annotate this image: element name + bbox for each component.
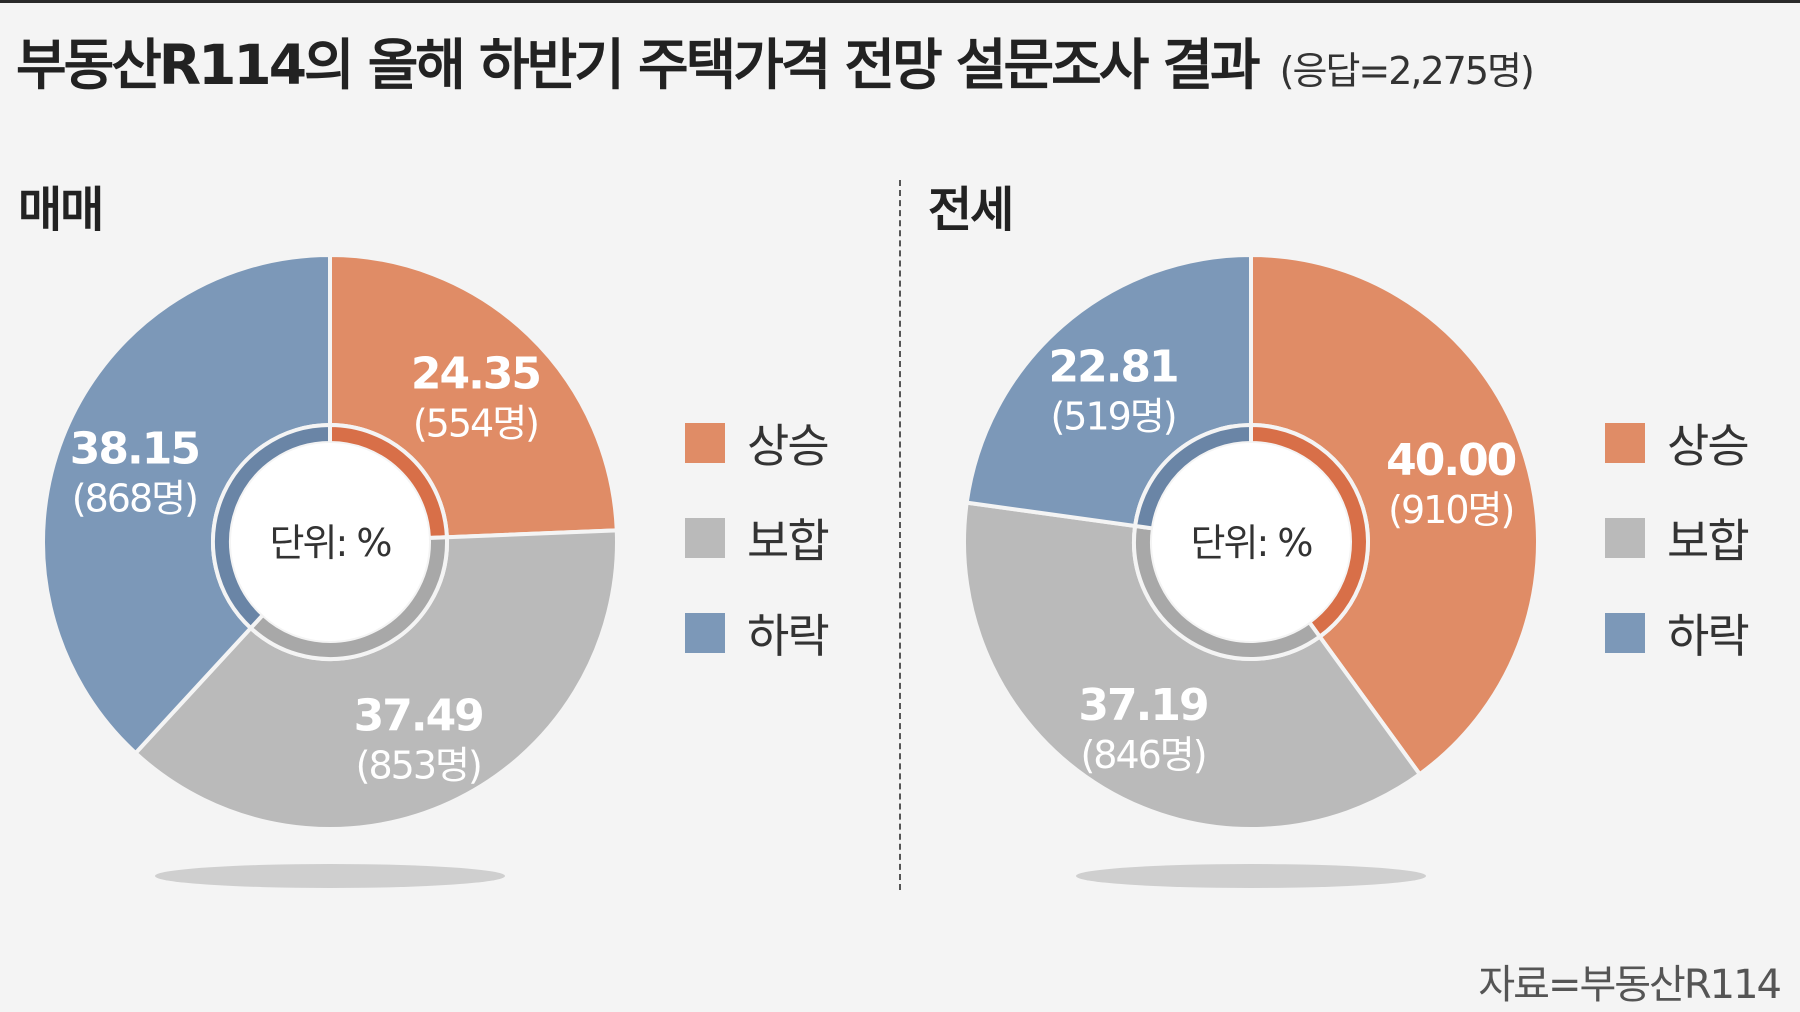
value-label-fall-sale: 38.15 <box>70 424 199 475</box>
legend-label-fall: 하락 <box>747 609 830 663</box>
count-label-fall-sale: (868명) <box>72 477 197 521</box>
legend-swatch-rise <box>1605 423 1645 463</box>
center-label-sale: 단위: % <box>270 521 392 565</box>
count-label-fall-jeonse: (519명) <box>1050 395 1175 439</box>
legend-swatch-fall <box>1605 613 1645 653</box>
title-main: 부동산R114의 올해 하반기 주택가격 전망 설문조사 결과 <box>16 33 1261 97</box>
top-rule <box>0 0 1800 3</box>
legend-label-fall: 하락 <box>1667 609 1750 663</box>
page-title: 부동산R114의 올해 하반기 주택가격 전망 설문조사 결과 (응답=2,27… <box>16 20 1535 100</box>
title-sub: (응답=2,275명) <box>1279 49 1535 93</box>
chart-shadow-jeonse <box>1076 864 1426 888</box>
value-label-rise-jeonse: 40.00 <box>1386 435 1516 486</box>
count-label-flat-sale: (853명) <box>356 744 481 788</box>
section-divider <box>899 180 901 890</box>
legend-swatch-flat <box>685 518 725 558</box>
legend-swatch-fall <box>685 613 725 653</box>
count-label-rise-sale: (554명) <box>413 402 538 446</box>
legend-swatch-flat <box>1605 518 1645 558</box>
center-label-jeonse: 단위: % <box>1191 521 1313 565</box>
legend-sale: 상승 보합 하락 <box>685 418 830 703</box>
legend-label-flat: 보합 <box>1667 514 1750 568</box>
donut-hole-sale <box>231 443 429 641</box>
value-label-rise-sale: 24.35 <box>411 349 540 400</box>
legend-item-rise: 상승 <box>685 418 830 473</box>
count-label-flat-jeonse: (846명) <box>1080 733 1205 777</box>
legend-label-flat: 보합 <box>747 514 830 568</box>
count-label-rise-jeonse: (910명) <box>1388 488 1513 532</box>
chart-title-jeonse: 전세 <box>928 182 1014 238</box>
value-label-flat-jeonse: 37.19 <box>1078 680 1207 731</box>
legend-item-fall: 하락 <box>1605 608 1750 663</box>
legend-item-flat: 보합 <box>685 513 830 568</box>
legend-swatch-rise <box>685 423 725 463</box>
legend-label-rise: 상승 <box>1667 419 1750 473</box>
chart-shadow-sale <box>155 864 505 888</box>
legend-label-rise: 상승 <box>747 419 830 473</box>
legend-item-flat: 보합 <box>1605 513 1750 568</box>
legend-item-fall: 하락 <box>685 608 830 663</box>
source-note: 자료=부동산R114 <box>1478 962 1782 1008</box>
legend-jeonse: 상승 보합 하락 <box>1605 418 1750 703</box>
donut-hole-jeonse <box>1152 443 1350 641</box>
chart-title-sale: 매매 <box>18 182 104 238</box>
value-label-flat-sale: 37.49 <box>354 691 483 742</box>
value-label-fall-jeonse: 22.81 <box>1048 342 1177 393</box>
legend-item-rise: 상승 <box>1605 418 1750 473</box>
